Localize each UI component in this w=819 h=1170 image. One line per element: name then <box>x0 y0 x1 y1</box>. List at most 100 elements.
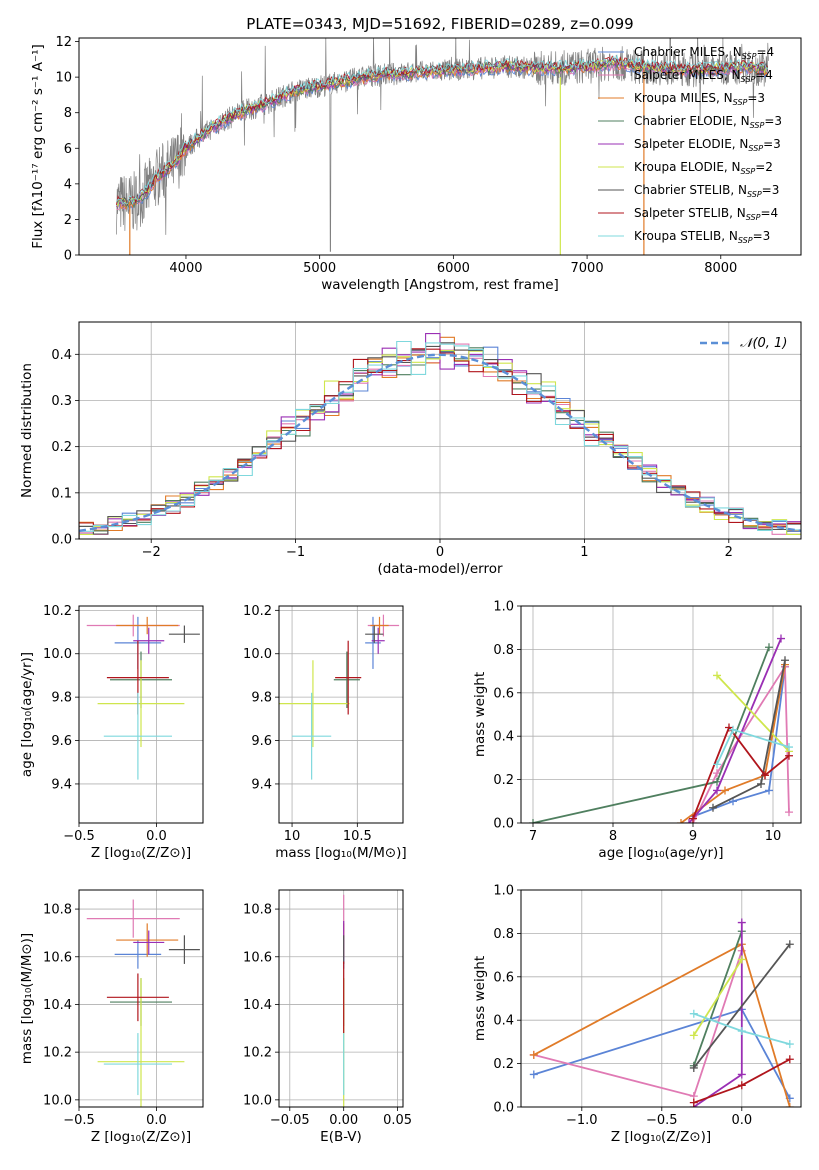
y-tick-label: 0.0 <box>51 533 72 548</box>
y-tick-label: 10.2 <box>243 1046 272 1061</box>
plot-area-age-vs-mass <box>279 614 400 780</box>
chart-weight-vs-Z: −1.0 −0.5 0.0 0.0 0.2 0.4 0.6 0.8 1.0 Z [log₁₀(Z/… <box>472 884 802 1145</box>
legend-label-text: Kroupa MILES, N <box>634 91 733 105</box>
weight-point-marker <box>785 743 793 752</box>
y-tick-label: 10.4 <box>43 998 72 1013</box>
y-tick-label: 10.8 <box>243 903 272 918</box>
y-tick-label: 10.0 <box>43 647 72 662</box>
x-tick-label: 0.00 <box>329 1113 358 1128</box>
legend-label-text: Kroupa ELODIE, N <box>634 160 741 174</box>
weight-point-marker <box>737 1070 746 1079</box>
legend-label-text: Chabrier ELODIE, N <box>634 114 750 128</box>
legend-label: Kroupa MILES, NSSP=3 <box>634 91 765 107</box>
model-spectrum-line <box>116 54 769 206</box>
weight-point-marker <box>713 671 721 680</box>
legend-label-subscript: SSP <box>747 190 762 199</box>
legend-label: Salpeter ELODIE, NSSP=3 <box>634 137 781 153</box>
y-tick-label: 0.0 <box>493 1101 514 1116</box>
x-axis-label: age [log₁₀(age/yr)] <box>598 845 723 861</box>
chart-age-vs-Z: −0.5 0.0 9.4 9.6 9.8 10.0 10.2 Z [log₁₀(Z/Z⊙)] a… <box>19 604 204 861</box>
legend-label-count: =4 <box>756 45 774 59</box>
weight-point-marker <box>785 808 793 817</box>
axes-frame <box>520 889 802 1108</box>
legend-label-count: =3 <box>747 91 765 105</box>
weight-series-line <box>693 958 743 1036</box>
plot-area-weight-vs-Z <box>529 918 794 1107</box>
weight-point-marker <box>677 819 685 823</box>
weight-point-marker <box>781 656 789 665</box>
x-tick-label: 1 <box>580 545 588 560</box>
y-tick-label: 0.8 <box>493 643 514 658</box>
legend-label-subscript: SSP <box>750 121 765 130</box>
chart-spectrum: 4000 5000 6000 7000 8000 0 2 4 6 8 10 12 wavelength … <box>30 35 802 293</box>
legend-label-text: Salpeter STELIB, N <box>634 206 746 220</box>
legend-label-text: Salpeter MILES, N <box>634 68 741 82</box>
x-tick-label: 10.5 <box>343 829 372 844</box>
weight-point-marker <box>689 1009 698 1018</box>
weight-point-marker <box>777 634 785 643</box>
legend-label-subscript: SSP <box>738 236 753 245</box>
x-tick-label: 10 <box>284 829 301 844</box>
y-tick-label: 0.2 <box>51 440 72 455</box>
y-axis-label: mass [log₁₀(M/M⊙)] <box>19 933 35 1064</box>
legend-label-text: Chabrier STELIB, N <box>634 183 747 197</box>
legend-label: Salpeter STELIB, NSSP=4 <box>634 206 778 222</box>
weight-point-marker <box>713 777 721 786</box>
x-tick-label: 6000 <box>437 261 470 276</box>
y-axis-label: Normed distribution <box>19 363 35 498</box>
x-tick-label: 2 <box>725 545 733 560</box>
chart-residuals: −2 −1 0 1 2 0.0 0.1 0.2 0.3 0.4 (data-model)/error… <box>19 321 802 577</box>
x-tick-label: −1 <box>286 545 305 560</box>
x-axis-label: Z [log₁₀(Z/Z⊙)] <box>91 845 191 861</box>
weight-point-marker <box>689 814 697 823</box>
y-axis-label: mass weight <box>472 956 488 1041</box>
weight-point-marker <box>765 643 773 652</box>
weight-series-line <box>533 950 743 1098</box>
y-tick-label: 0 <box>64 249 72 264</box>
plot-area-spectrum <box>116 38 769 255</box>
y-tick-label: 9.6 <box>251 734 272 749</box>
y-tick-label: 9.4 <box>51 777 72 792</box>
y-tick-label: 10.2 <box>243 604 272 619</box>
weight-series-line <box>693 943 791 1069</box>
observed-spectrum-line <box>116 38 769 252</box>
legend-label-text: Chabrier MILES, N <box>634 45 742 59</box>
y-axis-label: age [log₁₀(age/yr)] <box>19 652 35 777</box>
axes-frame <box>78 889 204 1108</box>
legend-label: Salpeter MILES, NSSP=4 <box>634 68 773 84</box>
x-tick-label: −2 <box>142 545 161 560</box>
y-tick-label: 9.8 <box>51 691 72 706</box>
weight-point-marker <box>709 803 717 812</box>
weight-series-line <box>716 674 790 753</box>
axes-frame <box>78 605 204 824</box>
legend-label: Chabrier MILES, NSSP=4 <box>634 45 774 61</box>
x-tick-label: 0.0 <box>146 829 167 844</box>
legend-label-subscript: SSP <box>748 144 763 153</box>
y-tick-label: 0.6 <box>493 970 514 985</box>
weight-series-line <box>692 725 790 820</box>
y-tick-label: 0.1 <box>51 486 72 501</box>
figure-title: PLATE=0343, MJD=51692, FIBERID=0289, z=0… <box>246 15 633 33</box>
x-tick-label: 9 <box>689 829 697 844</box>
weight-point-marker <box>785 1103 794 1107</box>
x-tick-label: 7 <box>529 829 537 844</box>
legend-label: 𝒩(0, 1) <box>740 336 787 351</box>
y-tick-label: 10 <box>55 71 72 86</box>
legend-label: Chabrier ELODIE, NSSP=3 <box>634 114 782 130</box>
plot-area-age-vs-Z <box>86 614 200 780</box>
weight-point-marker <box>757 779 765 788</box>
weight-point-marker <box>689 1098 698 1107</box>
weight-point-marker <box>785 1055 794 1064</box>
chart-age-vs-mass: 10 10.5 9.4 9.6 9.8 10.0 10.2 mass [log₁₀(M/M⊙)… <box>243 604 407 861</box>
legend-label-subscript: SSP <box>741 75 756 84</box>
weight-point-marker <box>729 725 737 734</box>
y-tick-label: 1.0 <box>493 884 514 899</box>
y-tick-label: 8 <box>64 106 72 121</box>
x-tick-label: 5000 <box>303 261 336 276</box>
x-tick-label: 0 <box>436 545 444 560</box>
x-tick-label: −0.5 <box>63 1113 95 1128</box>
y-tick-label: 10.0 <box>243 1093 272 1108</box>
x-axis-label: mass [log₁₀(M/M⊙)] <box>275 845 406 861</box>
legend-label-count: =3 <box>763 137 781 151</box>
